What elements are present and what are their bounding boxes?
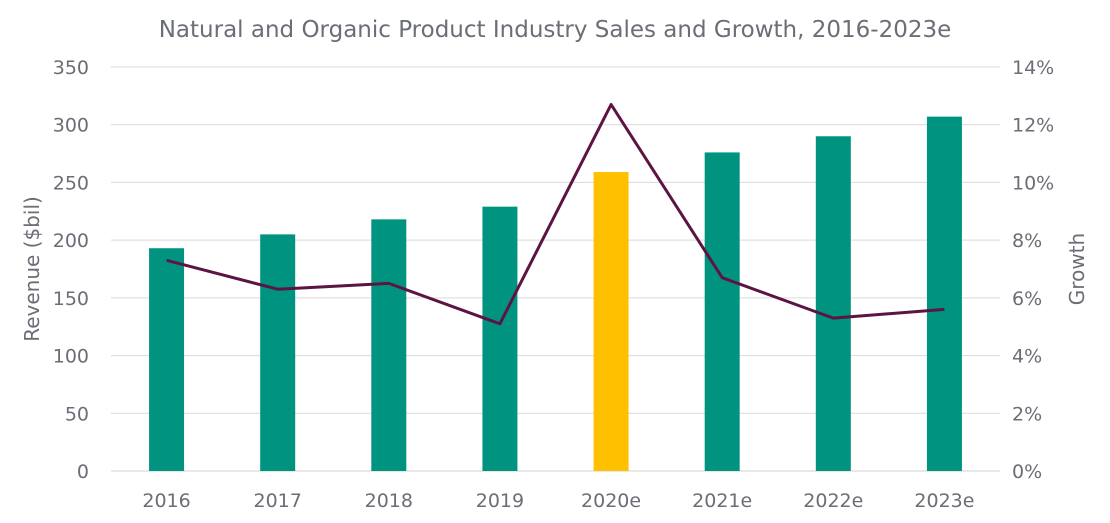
revenue-bar [482,206,518,471]
revenue-bar [704,152,740,471]
right-axis-ticks: 0% 2% 4% 6% 8% 10% 12% 14% [1012,57,1054,483]
revenue-bar [593,172,629,472]
y2-tick-label: 0% [1012,461,1042,483]
y2-tick-label: 6% [1012,288,1042,310]
revenue-bar [149,248,185,471]
growth-line-group [166,103,945,326]
y2-axis-label: Growth [1065,233,1089,305]
revenue-bar [815,136,851,471]
y-tick-label: 0 [77,461,89,483]
grid [111,66,1000,472]
y2-tick-label: 4% [1012,346,1042,368]
x-tick-label: 2019 [476,490,524,512]
revenue-bar [926,116,962,472]
revenue-bar [260,234,296,471]
y-tick-label: 50 [65,403,89,425]
x-tick-label: 2021e [692,490,752,512]
x-tick-label: 2018 [365,490,413,512]
x-tick-label: 2020e [581,490,641,512]
revenue-bars [149,116,962,472]
revenue-bar [371,219,407,471]
x-tick-label: 2016 [142,490,190,512]
y2-tick-label: 2% [1012,403,1042,425]
left-axis-ticks: 0 50 100 150 200 250 300 350 [53,57,89,483]
y2-tick-label: 12% [1012,115,1054,137]
y2-tick-label: 8% [1012,230,1042,252]
y2-tick-label: 10% [1012,172,1054,194]
y-tick-label: 100 [53,346,89,368]
growth-line [166,103,945,326]
y-axis-label: Revenue ($bil) [20,196,44,342]
y-tick-label: 200 [53,230,89,252]
x-tick-label: 2017 [254,490,302,512]
x-axis-ticks: 2016 2017 2018 2019 2020e 2021e 2022e 2023e [142,490,974,512]
y-tick-label: 350 [53,57,89,79]
x-tick-label: 2022e [803,490,863,512]
y2-tick-label: 14% [1012,57,1054,79]
chart-title: Natural and Organic Product Industry Sal… [159,17,952,43]
x-tick-label: 2023e [914,490,974,512]
y-tick-label: 250 [53,172,89,194]
y-tick-label: 300 [53,115,89,137]
y-tick-label: 150 [53,288,89,310]
